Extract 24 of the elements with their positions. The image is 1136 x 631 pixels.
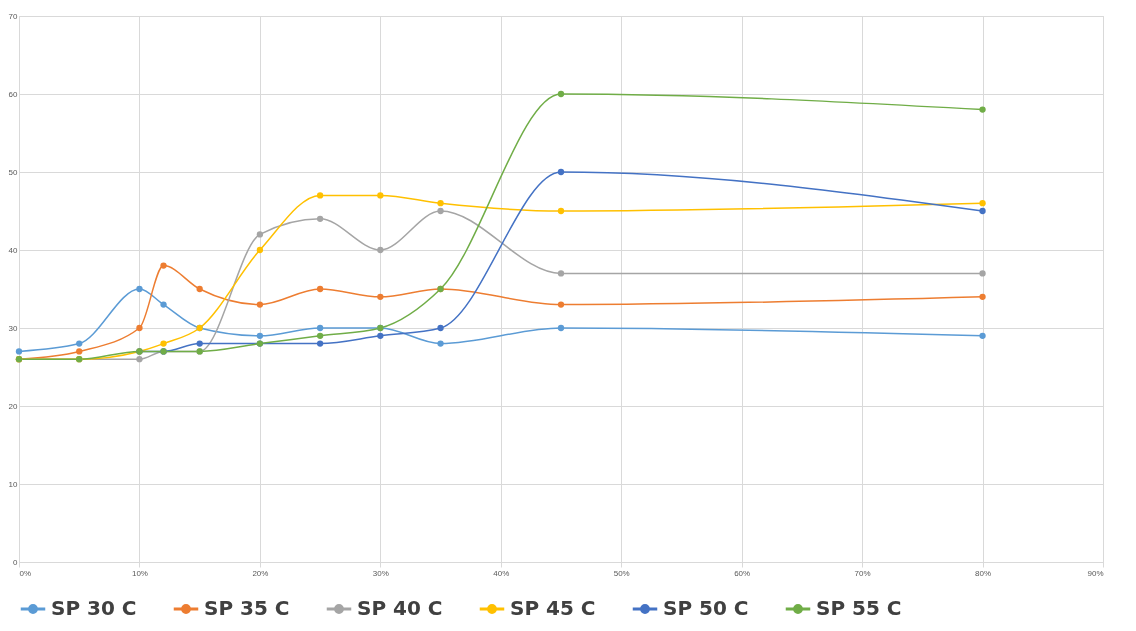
legend-label: SP 30 C — [51, 596, 137, 620]
legend-label: SP 40 C — [357, 596, 443, 620]
x-tick-label: 10% — [131, 568, 148, 578]
y-tick-label: 70 — [8, 11, 19, 21]
y-tick-label: 0 — [13, 557, 19, 567]
x-tick-label: 20% — [252, 568, 269, 578]
legend-label: SP 35 C — [204, 596, 290, 620]
y-tick-label: 50 — [8, 167, 19, 177]
legend-label: SP 50 C — [663, 596, 749, 620]
y-tick-label: 10 — [8, 479, 19, 489]
x-tick-label: 30% — [372, 568, 389, 578]
x-tick-label: 0% — [19, 568, 32, 578]
legend-label: SP 45 C — [510, 596, 596, 620]
y-tick-label: 20 — [8, 401, 19, 411]
y-tick-label: 30 — [8, 323, 19, 333]
x-tick-label: 40% — [493, 568, 510, 578]
y-tick-label: 60 — [8, 89, 19, 99]
x-tick-label: 50% — [613, 568, 630, 578]
x-tick-label: 60% — [734, 568, 751, 578]
x-tick-label: 90% — [1087, 568, 1104, 578]
y-tick-label: 40 — [8, 245, 19, 255]
x-tick-label: 80% — [975, 568, 992, 578]
legend-label: SP 55 C — [816, 596, 902, 620]
x-tick-label: 70% — [854, 568, 871, 578]
